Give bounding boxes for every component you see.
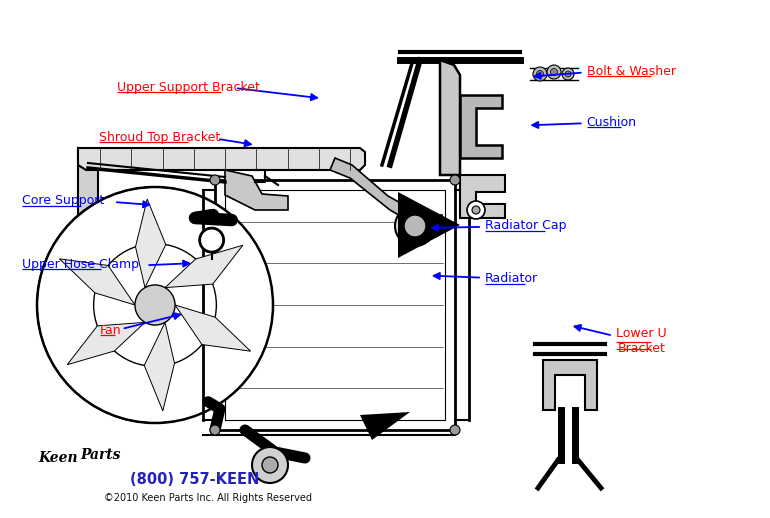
Circle shape bbox=[404, 215, 426, 237]
Circle shape bbox=[562, 68, 574, 80]
Circle shape bbox=[547, 65, 561, 79]
Circle shape bbox=[37, 187, 273, 423]
Polygon shape bbox=[165, 246, 243, 287]
Polygon shape bbox=[136, 199, 166, 287]
Circle shape bbox=[94, 243, 216, 366]
Polygon shape bbox=[330, 158, 442, 230]
Polygon shape bbox=[543, 360, 597, 410]
Polygon shape bbox=[398, 192, 460, 258]
Polygon shape bbox=[144, 322, 175, 411]
Circle shape bbox=[395, 206, 435, 246]
Circle shape bbox=[565, 71, 571, 77]
Circle shape bbox=[450, 175, 460, 185]
Text: Keen: Keen bbox=[38, 451, 78, 465]
Polygon shape bbox=[360, 412, 410, 440]
Circle shape bbox=[537, 70, 544, 78]
Polygon shape bbox=[460, 175, 505, 218]
Text: Shroud Top Bracket: Shroud Top Bracket bbox=[99, 131, 219, 144]
Circle shape bbox=[135, 285, 175, 325]
Circle shape bbox=[199, 228, 223, 252]
Polygon shape bbox=[440, 60, 460, 175]
Circle shape bbox=[252, 447, 288, 483]
Text: Cushion: Cushion bbox=[587, 116, 637, 129]
Text: Lower U
Bracket: Lower U Bracket bbox=[616, 327, 667, 355]
Polygon shape bbox=[78, 148, 365, 170]
Text: (800) 757-KEEN: (800) 757-KEEN bbox=[130, 471, 259, 486]
Text: ©2010 Keen Parts Inc. All Rights Reserved: ©2010 Keen Parts Inc. All Rights Reserve… bbox=[104, 493, 312, 503]
Circle shape bbox=[467, 201, 485, 219]
Polygon shape bbox=[59, 259, 135, 305]
Circle shape bbox=[450, 425, 460, 435]
Polygon shape bbox=[67, 322, 145, 365]
Text: Parts: Parts bbox=[80, 448, 120, 462]
Circle shape bbox=[472, 206, 480, 214]
Text: Fan: Fan bbox=[100, 324, 122, 337]
Text: Bolt & Washer: Bolt & Washer bbox=[587, 65, 676, 78]
Circle shape bbox=[262, 457, 278, 473]
Circle shape bbox=[551, 68, 557, 76]
Text: Radiator Cap: Radiator Cap bbox=[485, 219, 567, 233]
Polygon shape bbox=[225, 170, 288, 210]
Circle shape bbox=[533, 67, 547, 81]
Polygon shape bbox=[78, 148, 98, 390]
Text: Core Support: Core Support bbox=[22, 194, 104, 208]
Text: Upper Support Bracket: Upper Support Bracket bbox=[117, 80, 260, 94]
Text: Radiator: Radiator bbox=[485, 272, 538, 285]
Text: Upper Hose Clamp: Upper Hose Clamp bbox=[22, 257, 139, 271]
Circle shape bbox=[210, 175, 220, 185]
Polygon shape bbox=[175, 305, 250, 351]
Circle shape bbox=[210, 425, 220, 435]
Polygon shape bbox=[460, 95, 502, 158]
